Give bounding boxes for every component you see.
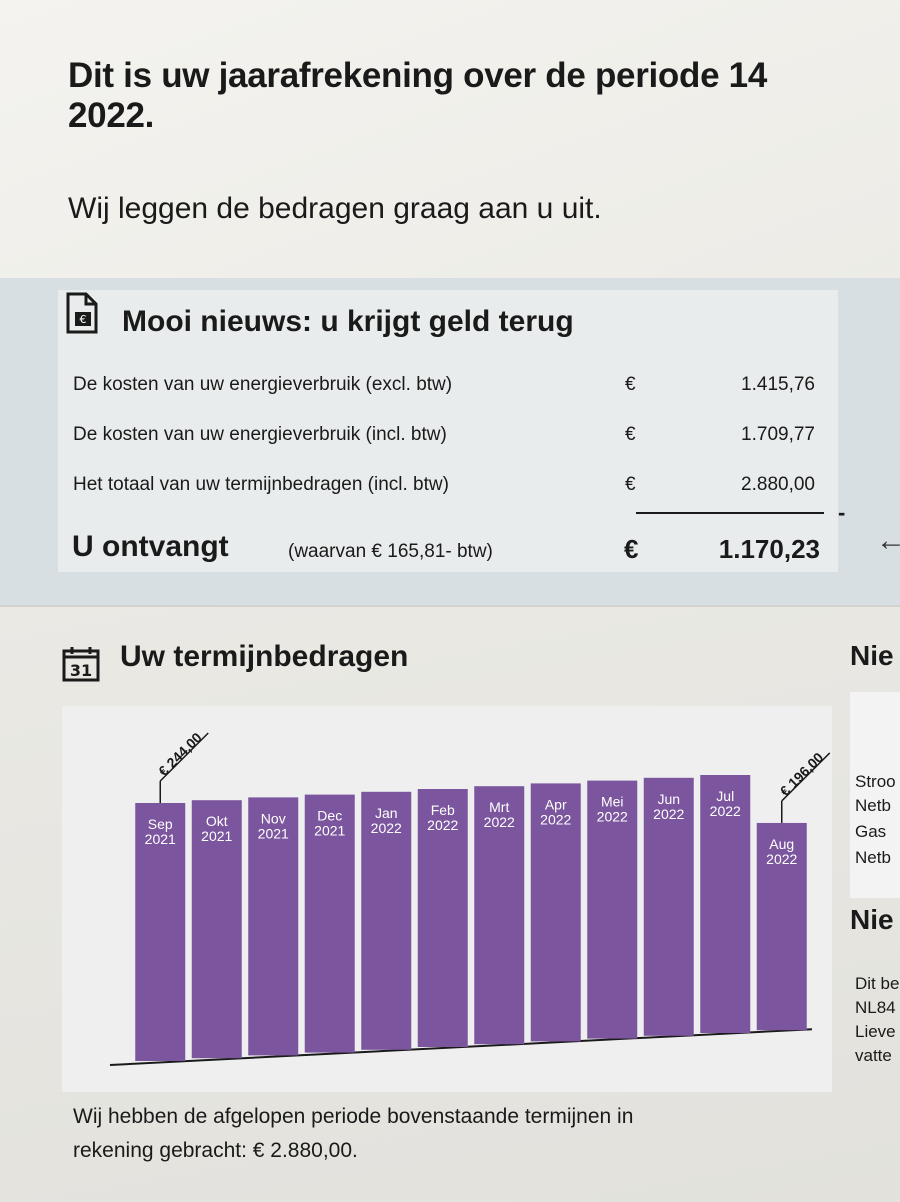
cost-row-amount: 2.880,00 — [741, 474, 815, 495]
chart-category-label: 2021 — [258, 825, 289, 841]
chart-bar — [756, 822, 807, 1031]
chart-category-label: 2022 — [766, 851, 797, 867]
total-vat-note: (waarvan € 165,81- btw) — [288, 541, 493, 562]
footer-line-1: Wij hebben de afgelopen periode bovensta… — [73, 1105, 634, 1128]
right-line: Stroo — [855, 772, 896, 791]
cost-row-installments: Het totaal van uw termijnbedragen (incl.… — [73, 474, 833, 504]
chart-category-label: 2022 — [484, 814, 515, 830]
right-line: NL84 — [855, 998, 896, 1017]
right-line: Gas — [855, 822, 887, 841]
total-amount: 1.170,23 — [718, 534, 820, 564]
cost-row-currency: € — [625, 424, 636, 445]
chart-bar — [135, 803, 186, 1061]
refund-title: Mooi nieuws: u krijgt geld terug — [122, 305, 574, 338]
chart-category-label: 2022 — [597, 809, 628, 825]
chart-bar — [304, 794, 355, 1053]
chart-value-label: € 196,00 — [777, 749, 827, 799]
total-row: U ontvangt (waarvan € 165,81- btw) € 1.1… — [72, 528, 842, 568]
chart-category-label: Nov — [261, 810, 286, 826]
right-line: Lieve — [855, 1022, 896, 1041]
right-heading-1: Nie — [850, 640, 894, 671]
installments-footer: Wij hebben de afgelopen periode bovensta… — [73, 1100, 793, 1168]
cost-row-excl: De kosten van uw energieverbruik (excl. … — [73, 374, 833, 404]
chart-category-label: 2022 — [710, 803, 741, 819]
chart-category-label: 2022 — [427, 817, 458, 833]
page-title: Dit is uw jaarafrekening over de periode… — [68, 56, 900, 136]
chart-bar — [417, 789, 468, 1047]
cost-row-currency: € — [625, 474, 636, 495]
calendar-day: 31 — [70, 661, 92, 680]
chart-bar — [474, 786, 525, 1045]
chart-category-label: 2022 — [371, 820, 402, 836]
footer-line-2: rekening gebracht: € 2.880,00. — [73, 1139, 358, 1162]
chart-category-label: Jun — [657, 791, 680, 807]
chart-category-label: 2022 — [540, 811, 571, 827]
chart-category-label: 2021 — [145, 831, 176, 847]
right-column-clipped: Nie Stroo Netb Gas Netb Nie Dit be NL84 … — [848, 640, 900, 1090]
chart-bar — [700, 775, 751, 1033]
chart-annotation-leader — [159, 732, 209, 782]
total-currency: € — [624, 534, 639, 564]
chart-category-label: Feb — [431, 802, 455, 818]
chart-category-label: Apr — [545, 796, 567, 812]
chart-category-label: 2021 — [314, 823, 345, 839]
chart-bar — [587, 780, 638, 1039]
euro-icon-glyph: € — [80, 313, 87, 326]
chart-category-label: Okt — [206, 813, 228, 829]
cost-row-label: De kosten van uw energieverbruik (incl. … — [73, 424, 447, 445]
title-line-1: Dit is uw jaarafrekening over de periode… — [68, 56, 768, 95]
euro-document-icon: € — [66, 292, 98, 334]
title-line-2: 2022. — [68, 96, 155, 135]
chart-bar — [530, 783, 581, 1042]
chart-category-label: Jul — [716, 788, 734, 804]
right-line: Dit be — [855, 974, 900, 993]
right-heading-2: Nie — [850, 904, 894, 935]
installments-title: Uw termijnbedragen — [120, 640, 409, 673]
chart-category-label: Mrt — [489, 799, 509, 815]
right-line: Netb — [855, 848, 891, 867]
chart-category-label: 2021 — [201, 828, 232, 844]
chart-category-label: Aug — [769, 836, 794, 852]
cost-row-amount: 1.415,76 — [741, 374, 815, 395]
chart-category-label: Dec — [317, 808, 342, 824]
right-panel — [850, 692, 900, 898]
arrow-left-icon: ← — [876, 524, 900, 557]
right-line: Netb — [855, 796, 891, 815]
cost-row-label: De kosten van uw energieverbruik (excl. … — [73, 374, 453, 395]
right-line: vatte — [855, 1046, 892, 1065]
chart-category-label: Mei — [601, 794, 624, 810]
chart-bar — [248, 797, 299, 1056]
chart-bar — [643, 777, 694, 1036]
chart-annotation-leader — [781, 752, 831, 802]
total-label: U ontvangt — [72, 530, 229, 563]
cost-row-label: Het totaal van uw termijnbedragen (incl.… — [73, 474, 449, 495]
chart-bar — [361, 791, 412, 1050]
chart-baseline — [109, 1028, 813, 1066]
chart-category-label: Jan — [375, 805, 398, 821]
refund-box — [58, 290, 838, 572]
chart-category-label: 2022 — [653, 806, 684, 822]
chart-area: Sep 2021 Okt 2021 Nov 2021 Dec 2021 Jan 2022 Feb 20… — [62, 706, 832, 1092]
calendar-icon: 31 — [62, 647, 100, 682]
cost-row-amount: 1.709,77 — [741, 424, 815, 445]
minus-sign: - — [838, 500, 846, 525]
chart-bar — [191, 800, 242, 1059]
chart-category-label: Sep — [148, 816, 173, 832]
subtotal-rule — [636, 512, 824, 514]
installments-chart: Sep2021Okt2021Nov2021Dec2021Jan2022Feb20… — [109, 729, 831, 1066]
intro-text: Wij leggen de bedragen graag aan u uit. — [68, 192, 602, 225]
cost-row-currency: € — [625, 374, 636, 395]
chart-value-label: € 244,00 — [155, 729, 205, 779]
cost-row-incl: De kosten van uw energieverbruik (incl. … — [73, 424, 833, 454]
